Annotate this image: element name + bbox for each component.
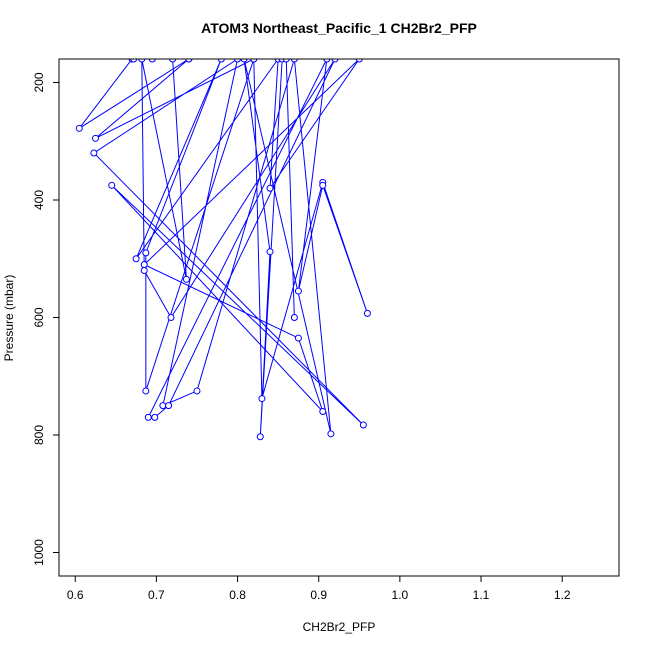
data-point [319,408,327,415]
data-point [75,124,83,132]
x-tick-label: 1.2 [554,588,571,602]
data-point [323,59,331,63]
data-point [355,59,363,63]
data-point [148,59,156,63]
y-tick-label: 1000 [32,539,46,566]
data-point [256,433,264,441]
data-point [217,59,225,63]
x-tick-label: 0.8 [229,588,246,602]
data-point [359,421,367,429]
y-axis-label: Pressure (mbar) [2,275,16,362]
data-point [130,59,138,63]
data-point [151,413,159,421]
x-axis: 0.6 0.7 0.8 0.9 1.0 1.1 1.2 [67,576,571,602]
data-point [363,309,371,317]
data-point [108,181,116,189]
data-point [169,59,177,63]
data-point [319,181,327,189]
x-tick-label: 0.9 [310,588,327,602]
data-point [140,267,148,274]
data-point [282,59,290,63]
data-point [92,134,100,142]
x-tick-label: 1.0 [392,588,409,602]
y-tick-label: 600 [32,307,46,327]
series-line [78,59,368,437]
x-tick-label: 1.1 [473,588,490,602]
chart-title: ATOM3 Northeast_Pacific_1 CH2Br2_PFP [201,20,477,36]
y-axis: 200 400 600 800 1000 [32,72,59,566]
data-point [327,430,335,438]
x-tick-label: 0.6 [67,588,84,602]
data-point [138,59,146,63]
data-point [165,402,173,410]
data-point [140,261,148,269]
data-point [234,59,242,63]
data-point [250,59,258,63]
data-point [294,334,302,342]
data-point [185,59,193,63]
data-point [142,387,150,395]
data-layer [75,59,371,441]
data-point [294,287,302,295]
data-point [266,248,274,256]
x-tick-label: 0.7 [148,588,165,602]
data-point [240,59,248,63]
data-point [258,395,266,403]
y-tick-label: 400 [32,190,46,210]
data-point [266,184,274,192]
data-point [167,314,175,321]
y-tick-label: 200 [32,72,46,92]
data-point [290,59,298,63]
data-point [142,249,150,257]
y-tick-label: 800 [32,425,46,445]
data-point [132,255,140,263]
data-point [159,402,167,410]
data-point [144,413,152,421]
data-point [193,387,201,395]
data-point [290,314,298,321]
data-point [90,149,98,157]
x-axis-label: CH2Br2_PFP [303,620,376,634]
data-point [331,59,339,63]
data-point [182,275,190,283]
